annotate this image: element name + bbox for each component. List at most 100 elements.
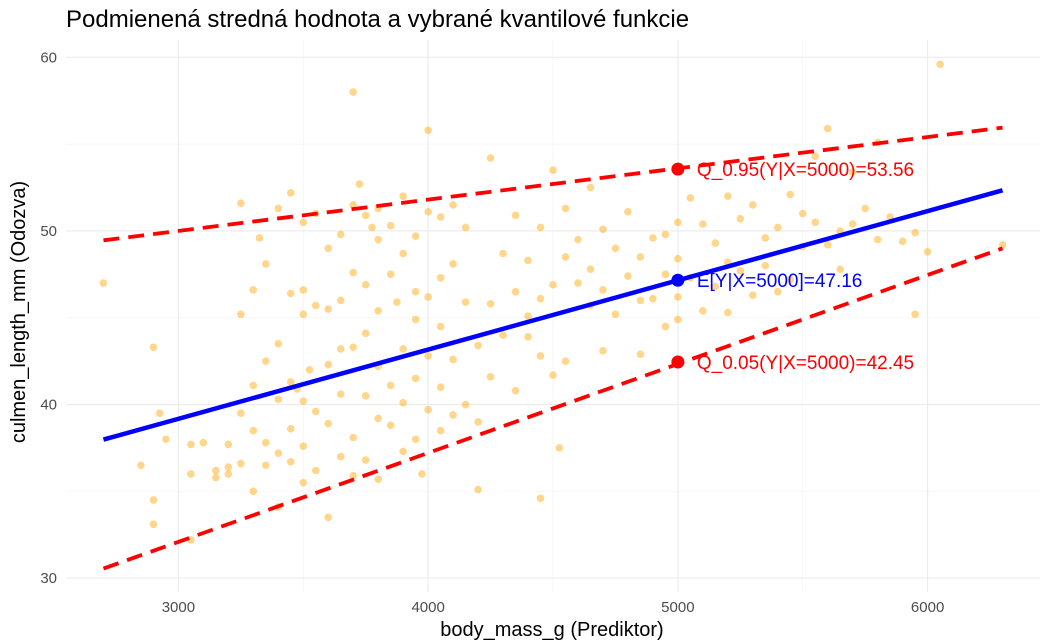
data-point xyxy=(424,293,432,301)
data-point xyxy=(187,470,195,478)
data-point xyxy=(349,88,358,96)
data-point xyxy=(155,409,164,418)
data-point xyxy=(511,211,520,220)
data-point xyxy=(386,221,395,230)
data-point xyxy=(386,381,395,390)
data-point xyxy=(511,287,520,296)
data-point xyxy=(299,478,308,487)
data-point xyxy=(237,310,245,319)
data-point xyxy=(224,463,233,471)
mean-line xyxy=(102,188,1004,442)
data-point xyxy=(411,374,420,383)
data-point xyxy=(836,265,845,273)
data-point xyxy=(361,392,370,400)
data-point xyxy=(524,312,532,320)
data-point xyxy=(255,234,264,242)
data-point xyxy=(324,244,333,253)
data-point xyxy=(286,425,295,433)
data-point xyxy=(536,494,545,503)
data-point xyxy=(374,235,382,244)
data-point xyxy=(711,282,720,291)
data-point xyxy=(311,466,320,475)
x-tick-label: 3000 xyxy=(162,599,195,616)
data-point xyxy=(786,275,795,284)
data-point xyxy=(299,442,308,450)
y-tick-label: 40 xyxy=(40,397,57,414)
data-point xyxy=(486,154,495,162)
data-point xyxy=(436,426,445,435)
data-point xyxy=(624,272,632,280)
data-point xyxy=(486,300,495,308)
data-point xyxy=(811,152,820,161)
data-point xyxy=(361,211,370,220)
data-point xyxy=(411,232,420,240)
data-point xyxy=(324,419,333,428)
data-point xyxy=(449,201,457,209)
data-point xyxy=(286,188,295,197)
data-point xyxy=(611,310,620,319)
data-point xyxy=(486,372,495,381)
data-point xyxy=(324,513,333,522)
data-point xyxy=(274,449,283,457)
data-point xyxy=(237,409,245,418)
data-point xyxy=(786,190,795,199)
data-point xyxy=(324,360,333,369)
q05-line xyxy=(102,246,1004,571)
data-point xyxy=(336,296,345,305)
data-point xyxy=(355,180,364,188)
data-point xyxy=(474,485,482,494)
data-point xyxy=(286,289,295,298)
data-point xyxy=(361,329,370,338)
data-point xyxy=(399,249,407,258)
data-point xyxy=(674,315,682,324)
data-point xyxy=(536,294,545,303)
x-tick-label: 5000 xyxy=(661,599,694,616)
data-point xyxy=(861,204,869,213)
q95-line xyxy=(103,125,1003,243)
x-axis-ticks: 3000 4000 5000 6000 xyxy=(162,599,945,616)
data-point xyxy=(212,473,220,482)
chart-title: Podmienená stredná hodnota a vybrané kva… xyxy=(66,6,689,33)
data-point xyxy=(524,333,532,341)
data-point xyxy=(162,435,170,444)
data-point xyxy=(286,378,295,386)
data-point xyxy=(561,204,570,213)
data-point xyxy=(261,357,270,365)
data-point xyxy=(711,239,720,247)
data-point xyxy=(636,296,645,305)
data-point xyxy=(736,214,745,223)
data-point xyxy=(624,208,632,216)
data-point xyxy=(386,421,395,430)
data-point xyxy=(549,166,557,174)
y-tick-label: 60 xyxy=(40,49,57,66)
data-point xyxy=(599,286,607,294)
scatter-points xyxy=(99,60,1007,544)
data-point xyxy=(536,223,545,232)
data-point xyxy=(274,339,283,348)
highlight-point xyxy=(671,162,685,176)
data-point xyxy=(311,407,320,416)
data-point xyxy=(461,223,470,232)
data-point xyxy=(249,286,258,294)
data-point xyxy=(349,471,358,480)
highlight-point xyxy=(671,355,685,369)
data-point xyxy=(299,218,308,227)
data-point xyxy=(474,418,482,426)
data-point xyxy=(449,260,457,268)
x-axis-label: body_mass_g (Prediktor) xyxy=(440,619,663,641)
data-point xyxy=(386,270,395,279)
data-point xyxy=(349,343,358,352)
data-point xyxy=(699,306,707,315)
data-point xyxy=(761,261,770,270)
data-point xyxy=(374,414,382,423)
data-point xyxy=(399,192,407,201)
data-point xyxy=(674,254,682,263)
data-point xyxy=(761,234,770,242)
data-point xyxy=(699,220,707,228)
data-point xyxy=(336,230,345,239)
annotation-label: E[Y|X=5000]=47.16 xyxy=(697,271,863,292)
data-point xyxy=(823,241,832,249)
data-point xyxy=(586,183,595,192)
data-point xyxy=(848,220,857,228)
highlight-points xyxy=(671,162,685,369)
